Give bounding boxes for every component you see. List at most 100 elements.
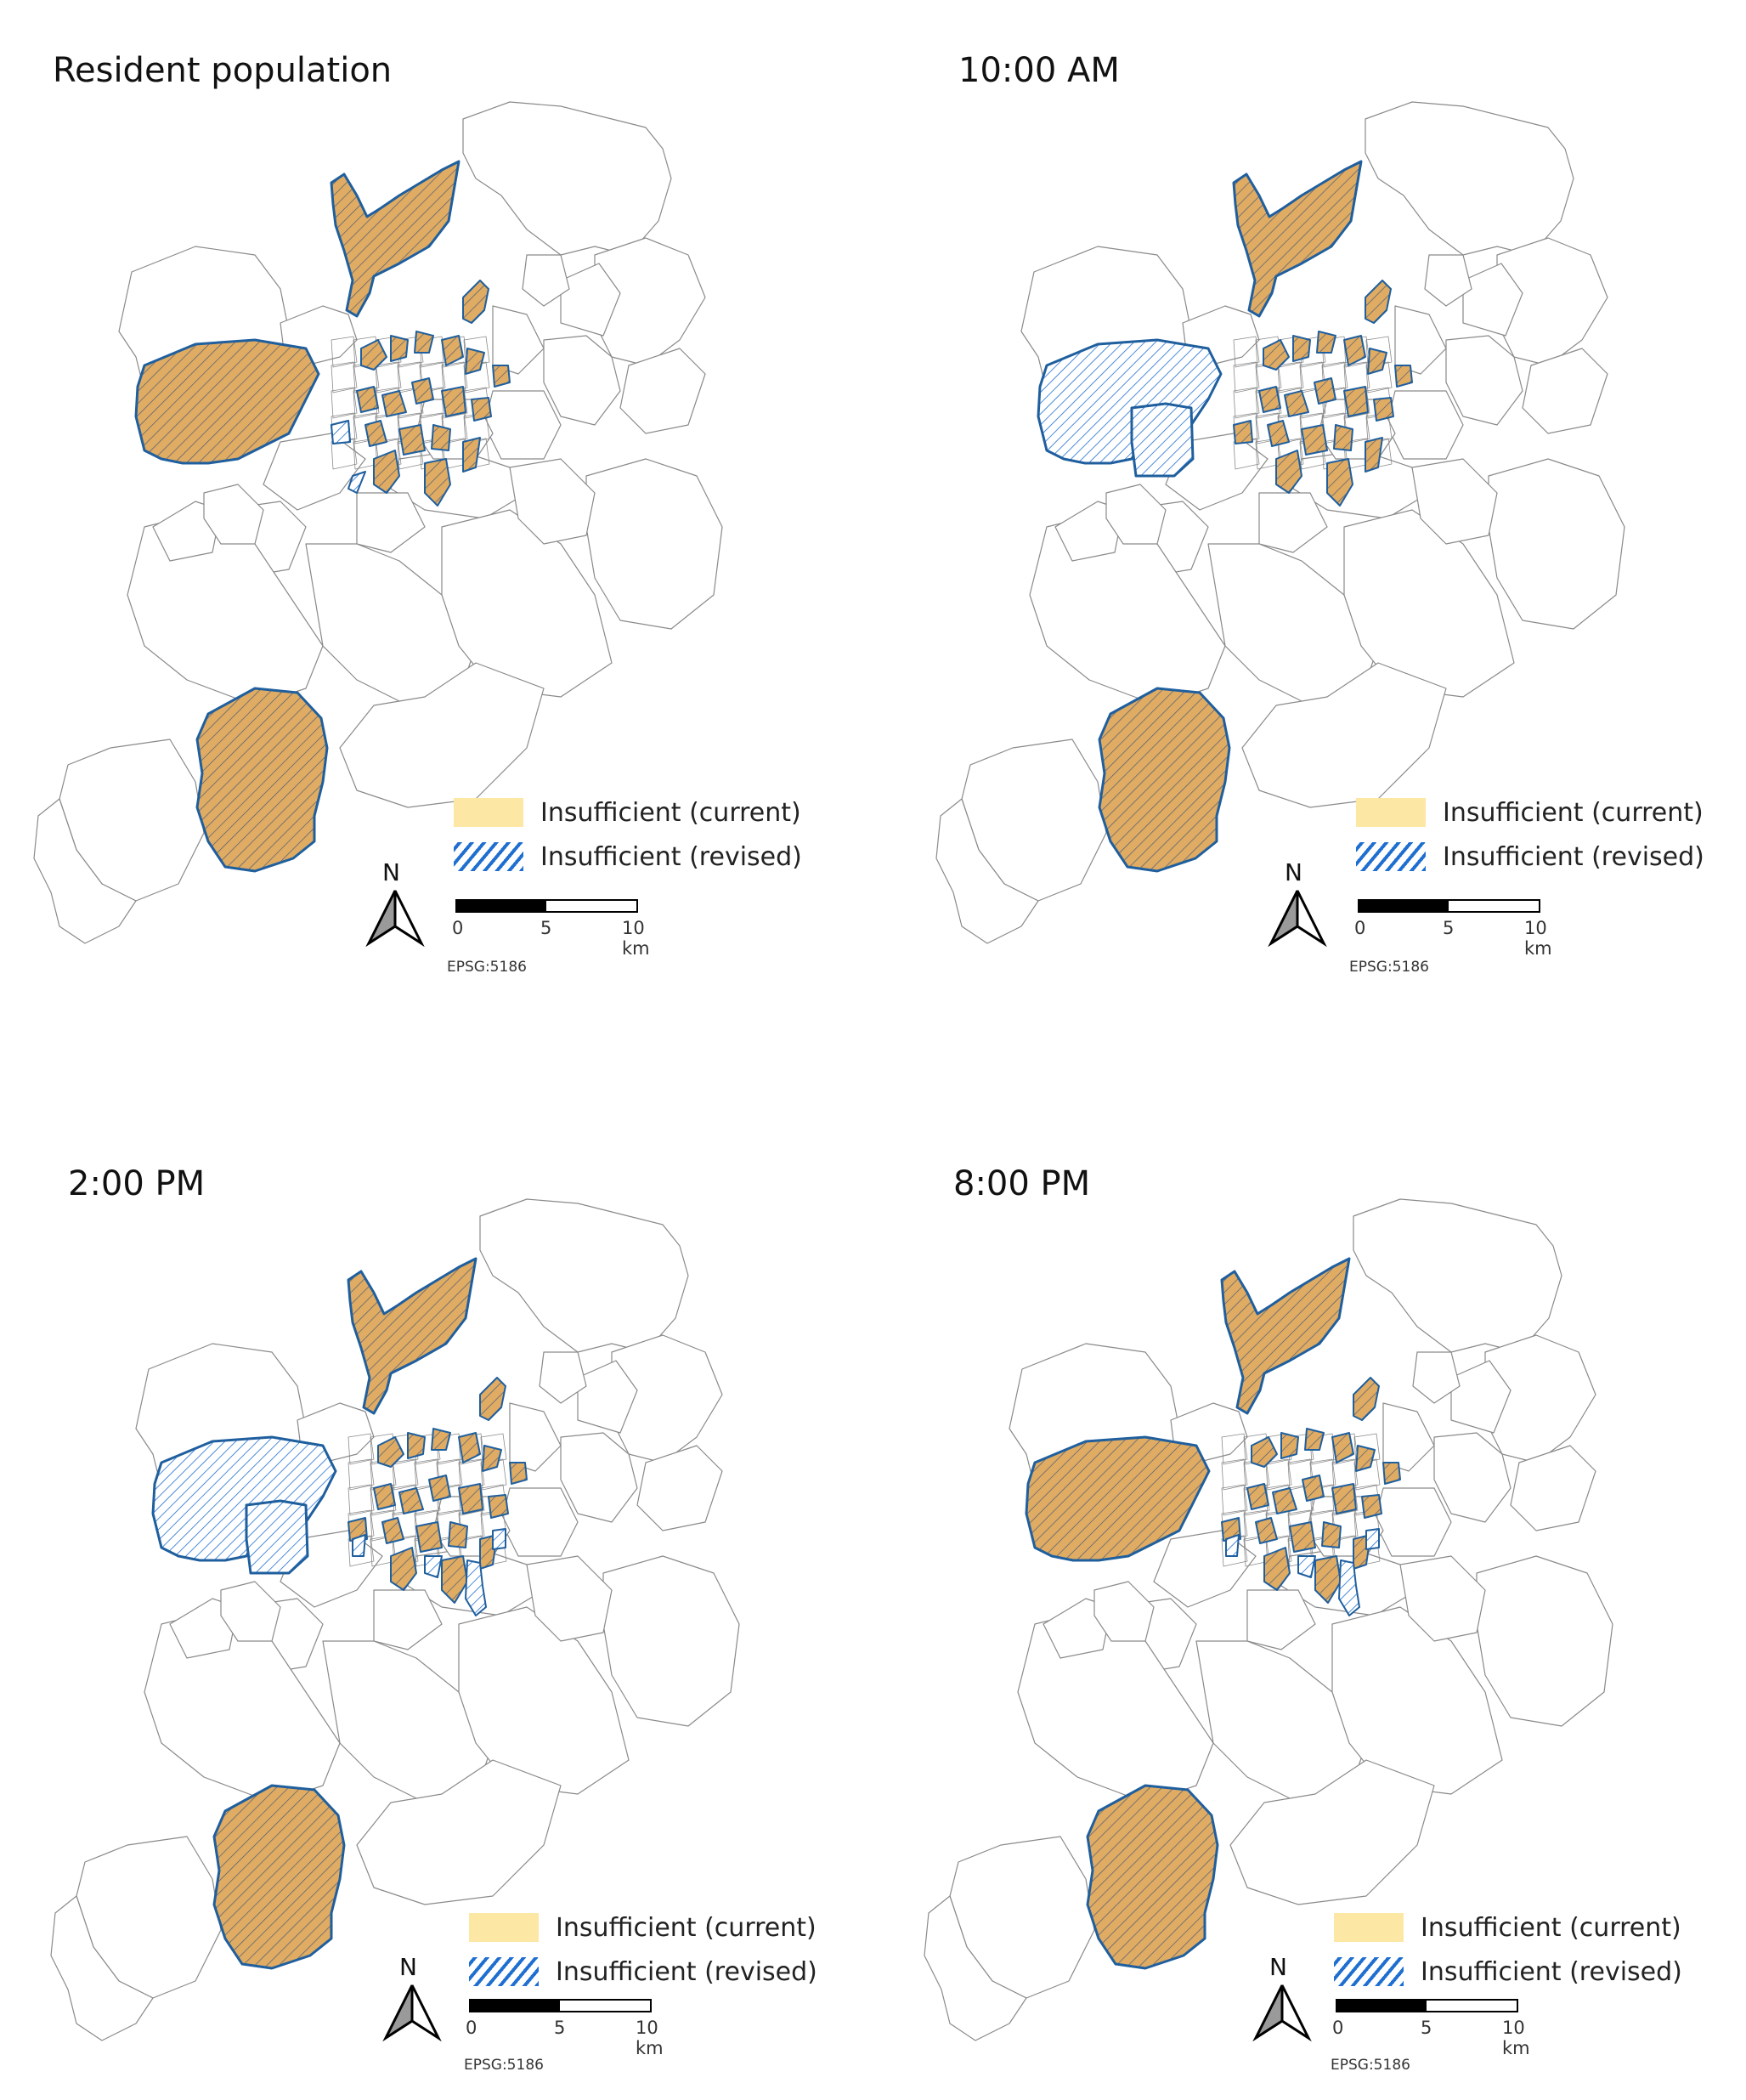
insufficient-current-region [411, 377, 434, 405]
district-boundary [500, 1487, 579, 1557]
district-boundary [1433, 1432, 1512, 1523]
district-boundary [1241, 662, 1447, 808]
insufficient-current-region [407, 1432, 426, 1459]
insufficient-current-region [479, 1377, 506, 1421]
district-boundary [924, 1895, 1027, 2041]
insufficient-revised-region [465, 1559, 487, 1616]
insufficient-current-region [1353, 1377, 1380, 1421]
panel-title: 10:00 AM [958, 51, 1120, 90]
scale-tick-0: 0 [1332, 2018, 1344, 2038]
insufficient-current-region [377, 1436, 404, 1468]
north-label: N [1285, 858, 1302, 886]
insufficient-revised-region [348, 471, 366, 494]
insufficient-current-region [488, 1494, 509, 1519]
district-boundary [1221, 1433, 1248, 1465]
insufficient-current-region [1302, 1475, 1325, 1502]
district-boundary [1265, 1458, 1292, 1491]
district-boundary [1246, 1589, 1316, 1650]
insufficient-current-region [414, 331, 434, 354]
insufficient-current-region [1258, 386, 1281, 413]
district-map [50, 1198, 740, 2041]
district-boundary [375, 361, 402, 393]
insufficient-current-region [1331, 1483, 1357, 1514]
district-boundary [1412, 1351, 1461, 1404]
district-boundary [348, 1484, 375, 1516]
district-boundary [1233, 336, 1260, 368]
district-boundary [1353, 1198, 1562, 1353]
district-boundary [1394, 305, 1447, 375]
scale-bar: 0 5 10 km [1354, 899, 1579, 959]
insufficient-current-region [373, 1483, 396, 1510]
map-panel-10am: 10:00 AM Insufficient (current) Insuffic… [902, 0, 1746, 1050]
scale-tick-10: 10 km [636, 2018, 664, 2058]
district-boundary [203, 484, 264, 545]
legend-swatch-revised [1356, 842, 1426, 871]
scale-bar: 0 5 10 km [466, 1999, 690, 2058]
panel-title: 2:00 PM [68, 1164, 206, 1203]
district-boundary [1424, 254, 1472, 307]
map-panel-resident: Resident population Insufficient (curren… [0, 0, 873, 1050]
insufficient-current-region [1232, 160, 1363, 318]
district-boundary [560, 263, 621, 337]
scale-tick-10: 10 km [1502, 2018, 1530, 2058]
district-boundary [1462, 263, 1523, 337]
legend-swatch-revised [454, 842, 523, 871]
insufficient-current-region [1314, 1555, 1342, 1604]
insufficient-current-region [398, 424, 426, 456]
district-boundary [1093, 1581, 1155, 1642]
legend-swatch-revised [469, 1957, 539, 1986]
district-boundary [33, 798, 137, 944]
insufficient-current-region [134, 338, 320, 465]
legend-label-revised: Insufficient (revised) [540, 841, 802, 872]
district-boundary [479, 1198, 689, 1353]
insufficient-current-region [471, 397, 492, 422]
district-boundary [480, 1433, 507, 1465]
insufficient-current-region [356, 386, 379, 413]
scale-tick-5: 5 [1443, 918, 1455, 938]
panel-title: 8:00 PM [953, 1164, 1091, 1203]
insufficient-revised-region [1297, 1555, 1316, 1578]
map-panel-8pm: 8:00 PM Insufficient (current) Insuffici… [873, 1050, 1746, 2100]
insufficient-current-region [441, 1555, 468, 1604]
district-boundary [263, 433, 366, 511]
crs-label: EPSG:5186 [447, 959, 527, 976]
legend-label-current: Insufficient (current) [540, 797, 801, 828]
legend-swatch-current [1356, 798, 1426, 827]
insufficient-revised-region [1338, 1559, 1360, 1616]
insufficient-current-region [509, 1462, 528, 1485]
insufficient-current-region [1304, 1428, 1325, 1451]
district-boundary [1365, 336, 1393, 368]
map-legend: Insufficient (current) Insufficient (rev… [454, 790, 802, 879]
scale-tick-5: 5 [554, 2018, 566, 2038]
insufficient-current-region [1284, 390, 1309, 417]
district-boundary [1258, 492, 1328, 553]
insufficient-current-region [1263, 339, 1290, 371]
district-boundary [526, 1555, 613, 1642]
district-boundary [1488, 458, 1625, 630]
crs-label: EPSG:5186 [464, 2057, 544, 2074]
district-boundary [220, 1581, 281, 1642]
map-legend: Insufficient (current) Insufficient (rev… [1356, 790, 1704, 879]
insufficient-current-region [441, 335, 464, 366]
district-boundary [1522, 348, 1608, 434]
insufficient-current-region [462, 280, 489, 324]
insufficient-current-region [1355, 1445, 1376, 1472]
insufficient-current-region [212, 1784, 346, 1970]
insufficient-current-region [1333, 424, 1353, 451]
scale-tick-5: 5 [1421, 2018, 1432, 2038]
insufficient-revised-region [1130, 402, 1195, 478]
insufficient-current-region [381, 390, 407, 417]
district-boundary [1277, 361, 1304, 393]
legend-label-current: Insufficient (current) [1421, 1912, 1681, 1943]
insufficient-current-region [347, 1257, 477, 1415]
map-panel-2pm: 2:00 PM Insufficient (current) Insuffici… [0, 1050, 873, 2100]
insufficient-current-region [1220, 1257, 1351, 1415]
legend-label-revised: Insufficient (revised) [1443, 841, 1704, 872]
district-boundary [356, 492, 426, 553]
insufficient-current-region [1365, 280, 1392, 324]
district-boundary [1510, 1445, 1596, 1531]
district-boundary [1331, 1458, 1359, 1491]
district-boundary [1399, 1555, 1486, 1642]
district-boundary [577, 1360, 638, 1434]
insufficient-current-region [1251, 1436, 1278, 1468]
